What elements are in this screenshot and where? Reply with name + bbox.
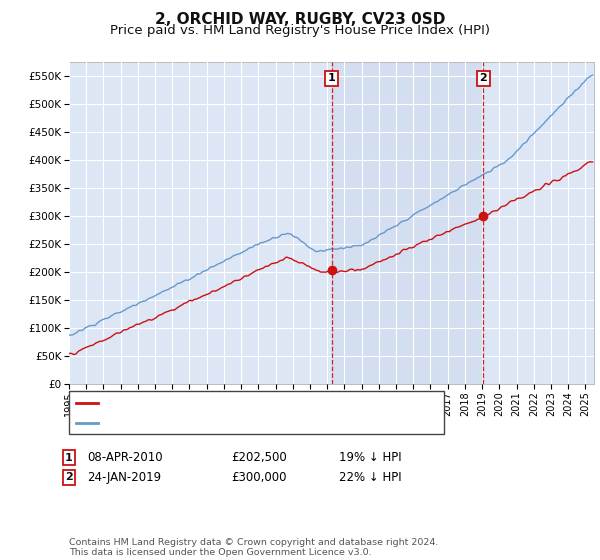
Text: 2: 2	[65, 472, 73, 482]
Text: Price paid vs. HM Land Registry's House Price Index (HPI): Price paid vs. HM Land Registry's House …	[110, 24, 490, 36]
Text: Contains HM Land Registry data © Crown copyright and database right 2024.
This d: Contains HM Land Registry data © Crown c…	[69, 538, 439, 557]
Text: 2, ORCHID WAY, RUGBY, CV23 0SD: 2, ORCHID WAY, RUGBY, CV23 0SD	[155, 12, 445, 27]
Text: 2, ORCHID WAY, RUGBY, CV23 0SD (detached house): 2, ORCHID WAY, RUGBY, CV23 0SD (detached…	[102, 398, 392, 408]
Text: 1: 1	[328, 73, 336, 83]
Text: 24-JAN-2019: 24-JAN-2019	[87, 470, 161, 484]
Text: 22% ↓ HPI: 22% ↓ HPI	[339, 470, 401, 484]
Bar	[332, 62, 484, 384]
Text: 19% ↓ HPI: 19% ↓ HPI	[339, 451, 401, 464]
Text: £202,500: £202,500	[231, 451, 287, 464]
Text: 08-APR-2010: 08-APR-2010	[87, 451, 163, 464]
Text: £300,000: £300,000	[231, 470, 287, 484]
Text: 1: 1	[65, 452, 73, 463]
Text: HPI: Average price, detached house, Rugby: HPI: Average price, detached house, Rugb…	[102, 418, 339, 427]
Text: 2: 2	[479, 73, 487, 83]
